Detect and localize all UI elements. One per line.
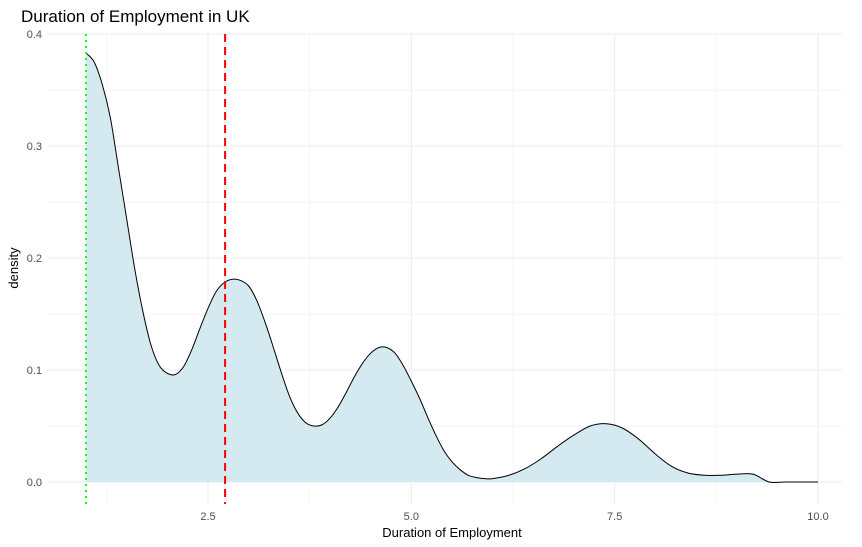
density-fill (86, 53, 818, 483)
y-axis-ticks: 0.0 0.1 0.2 0.3 0.4 (27, 29, 42, 489)
y-tick-label: 0.3 (27, 141, 42, 153)
x-axis-ticks: 2.5 5.0 7.5 10.0 (200, 511, 828, 523)
y-tick-label: 0.1 (27, 365, 42, 377)
reference-lines (85, 34, 227, 504)
x-tick-label: 7.5 (607, 511, 622, 523)
density-line (85, 52, 818, 484)
y-axis-title: density (6, 247, 21, 289)
x-tick-label: 10.0 (807, 511, 828, 523)
y-tick-label: 0.0 (27, 477, 42, 489)
y-tick-label: 0.4 (27, 29, 42, 41)
chart-title: Duration of Employment in UK (21, 7, 250, 26)
x-tick-label: 5.0 (404, 511, 419, 523)
x-axis-title: Duration of Employment (382, 525, 522, 540)
y-tick-label: 0.2 (27, 253, 42, 265)
density-area (85, 52, 818, 484)
x-tick-label: 2.5 (200, 511, 215, 523)
